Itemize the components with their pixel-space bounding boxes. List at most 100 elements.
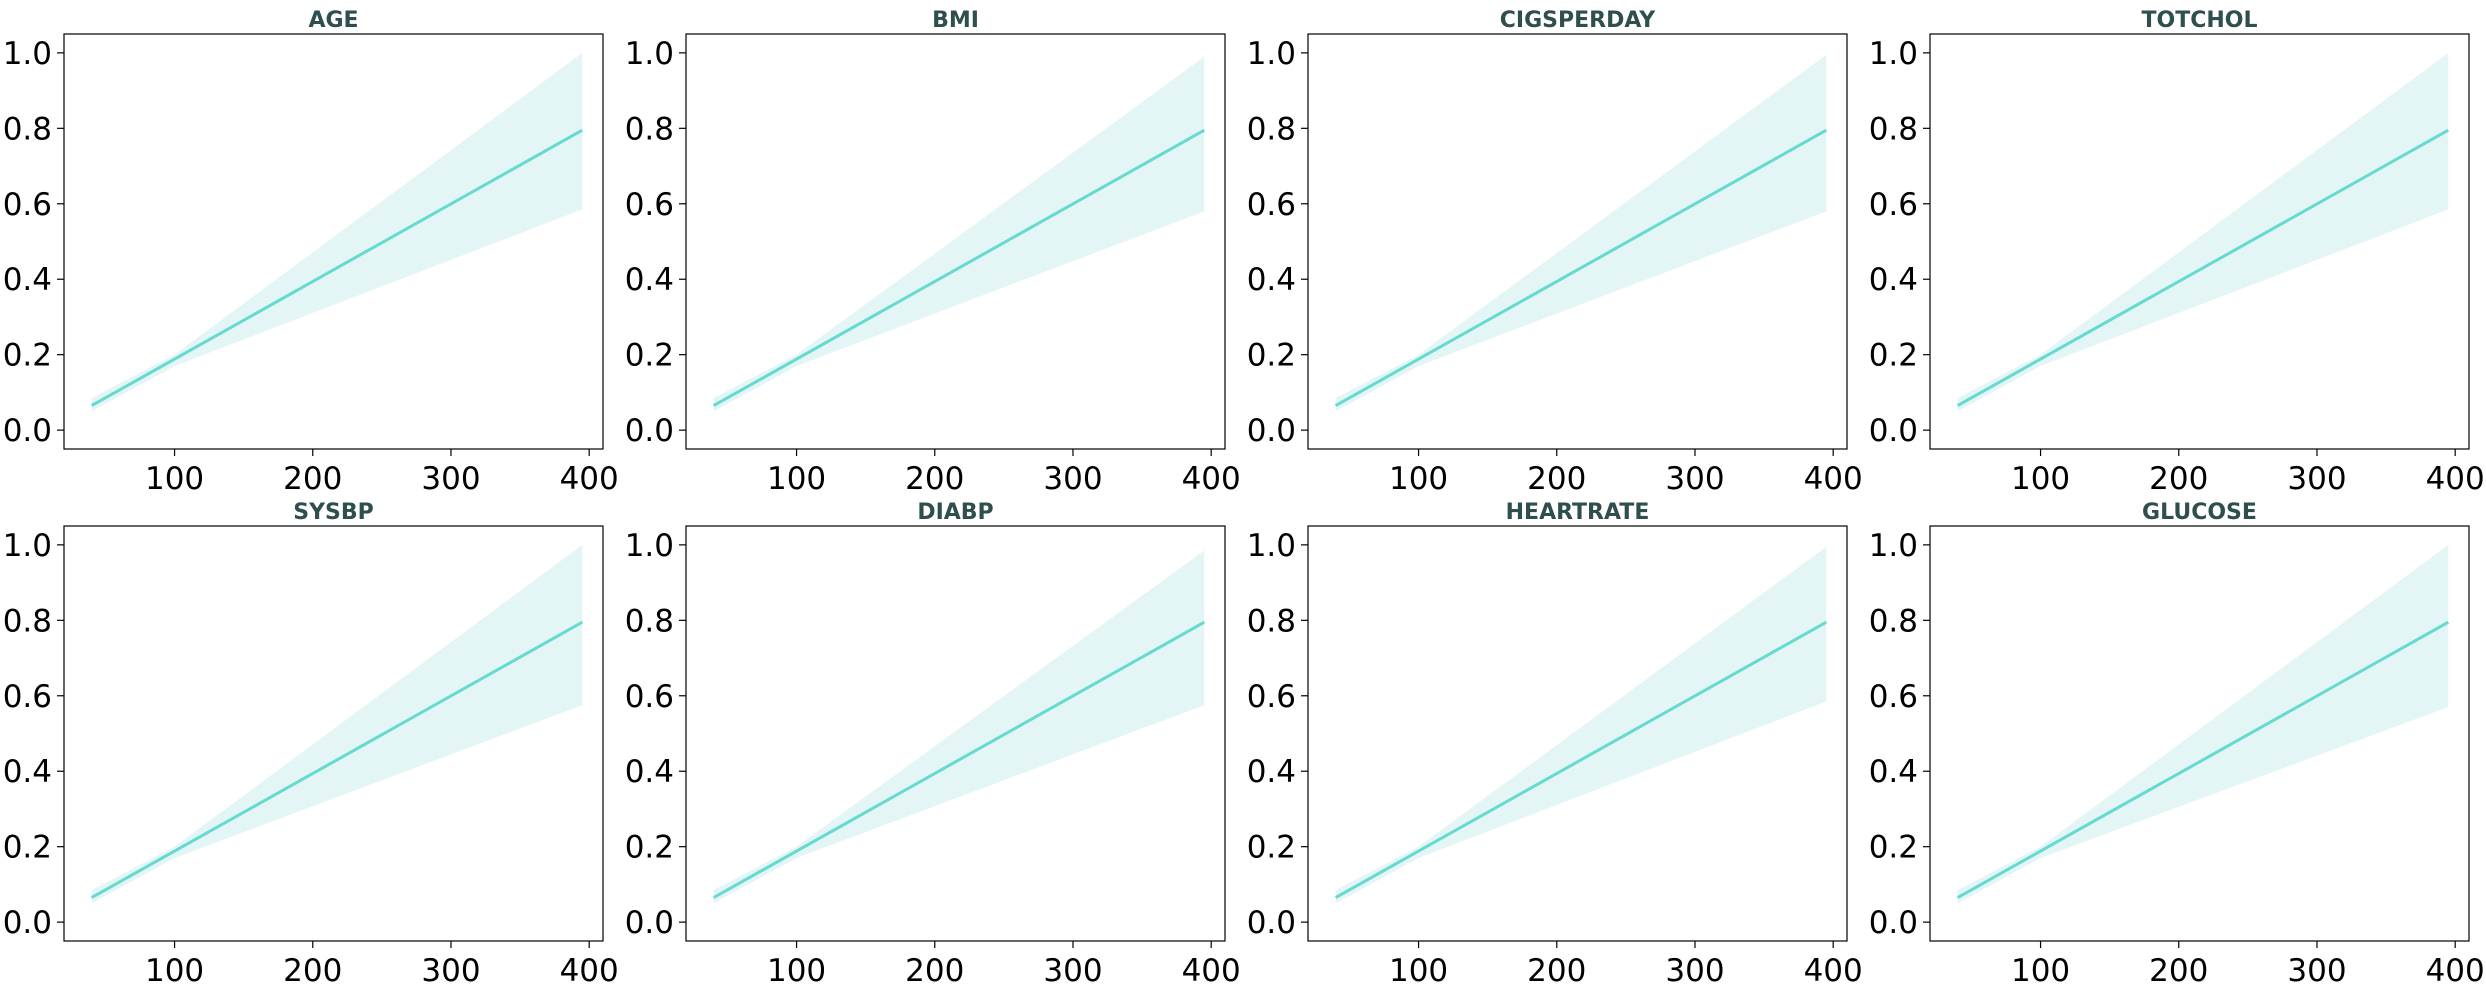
y-tick-label: 0.0: [1247, 413, 1296, 449]
confidence-band: [91, 544, 583, 904]
y-tick-label: 0.6: [3, 679, 52, 715]
panel-title: HEARTRATE: [1506, 500, 1650, 525]
y-tick-label: 0.4: [1869, 262, 1918, 298]
x-tick-label: 100: [1389, 953, 1448, 989]
panel-title: GLUCOSE: [2142, 500, 2257, 525]
x-tick-label: 300: [2287, 461, 2346, 497]
y-tick-label: 0.2: [3, 830, 52, 866]
y-tick-label: 0.2: [1869, 830, 1918, 866]
y-tick-label: 0.6: [1247, 679, 1296, 715]
y-tick-label: 0.4: [1869, 754, 1918, 790]
confidence-band: [1957, 52, 2449, 412]
axes-frame: [685, 525, 1226, 942]
series-line: [712, 128, 1206, 407]
confidence-band: [1335, 54, 1827, 412]
x-tick-label: 400: [560, 461, 619, 497]
x-tick-label: 300: [421, 953, 480, 989]
axes-frame: [1929, 33, 2470, 450]
x-tick-label: 100: [145, 953, 204, 989]
axes-frame: [1307, 525, 1848, 942]
y-tick-label: 0.8: [1869, 603, 1918, 639]
x-tick-label: 400: [1182, 461, 1241, 497]
y-tick-label: 0.0: [625, 905, 674, 941]
x-tick-label: 100: [767, 461, 826, 497]
panel-title: DIABP: [917, 500, 993, 525]
series-line: [90, 620, 584, 899]
x-tick-label: 300: [1043, 953, 1102, 989]
y-tick-label: 0.4: [625, 262, 674, 298]
axes-frame: [1307, 33, 1848, 450]
y-tick-label: 1.0: [3, 36, 52, 72]
y-tick-label: 0.6: [625, 679, 674, 715]
y-tick-label: 0.8: [625, 603, 674, 639]
confidence-band: [1957, 544, 2449, 904]
series-line: [712, 620, 1206, 899]
x-tick-label: 200: [905, 461, 964, 497]
panel-title: SYSBP: [293, 500, 374, 525]
y-tick-label: 0.2: [1247, 830, 1296, 866]
x-tick-label: 100: [767, 953, 826, 989]
x-tick-label: 400: [2426, 953, 2485, 989]
y-tick-label: 0.2: [625, 830, 674, 866]
x-tick-label: 100: [1389, 461, 1448, 497]
x-tick-label: 200: [2149, 953, 2208, 989]
series-line: [1334, 128, 1828, 407]
y-tick-label: 1.0: [1247, 36, 1296, 72]
panel-bmi: 100 200 300 400 0.0 0.2 0.4 0.6 0.8 1.0 BMI: [625, 8, 1241, 497]
x-tick-label: 200: [1527, 953, 1586, 989]
y-tick-label: 0.6: [3, 187, 52, 223]
y-tick-label: 0.0: [625, 413, 674, 449]
panel-age: 100 200 300 400 0.0 0.2 0.4 0.6 0.8 1.0 AGE: [3, 8, 619, 497]
y-tick-label: 0.8: [1247, 603, 1296, 639]
x-tick-label: 300: [1665, 461, 1724, 497]
y-tick-label: 0.4: [625, 754, 674, 790]
x-tick-label: 400: [1804, 953, 1863, 989]
y-tick-label: 0.0: [1247, 905, 1296, 941]
panel-heartrate: 100 200 300 400 0.0 0.2 0.4 0.6 0.8 1.0 HEARTRATE: [1247, 500, 1863, 989]
y-tick-label: 0.0: [3, 905, 52, 941]
y-tick-label: 0.0: [1869, 413, 1918, 449]
panel-title: CIGSPERDAY: [1500, 8, 1657, 33]
x-tick-label: 100: [2011, 953, 2070, 989]
panel-glucose: 100 200 300 400 0.0 0.2 0.4 0.6 0.8 1.0 GLUCOSE: [1869, 500, 2485, 989]
series-line: [1956, 620, 2450, 899]
panel-title: TOTCHOL: [2142, 8, 2258, 33]
x-tick-label: 200: [283, 461, 342, 497]
x-tick-label: 200: [1527, 461, 1586, 497]
y-tick-label: 0.2: [3, 338, 52, 374]
y-tick-label: 0.4: [1247, 262, 1296, 298]
x-tick-label: 100: [145, 461, 204, 497]
y-tick-label: 0.6: [1247, 187, 1296, 223]
y-tick-label: 0.2: [625, 338, 674, 374]
y-tick-label: 1.0: [1869, 36, 1918, 72]
y-tick-label: 0.8: [1247, 111, 1296, 147]
confidence-band: [713, 550, 1205, 904]
x-tick-label: 200: [283, 953, 342, 989]
x-tick-label: 400: [1804, 461, 1863, 497]
y-tick-label: 1.0: [3, 528, 52, 564]
confidence-band: [713, 56, 1205, 412]
y-tick-label: 1.0: [1869, 528, 1918, 564]
panel-title: BMI: [932, 8, 979, 33]
x-tick-label: 200: [905, 953, 964, 989]
panel-diabp: 100 200 300 400 0.0 0.2 0.4 0.6 0.8 1.0 DIABP: [625, 500, 1241, 989]
confidence-band: [1335, 546, 1827, 904]
y-tick-label: 0.0: [1869, 905, 1918, 941]
x-tick-label: 300: [421, 461, 480, 497]
y-tick-label: 0.4: [3, 262, 52, 298]
x-tick-label: 400: [560, 953, 619, 989]
series-line: [90, 128, 584, 407]
panel-cigsperday: 100 200 300 400 0.0 0.2 0.4 0.6 0.8 1.0 CIGSPERDAY: [1247, 8, 1863, 497]
series-line: [1334, 620, 1828, 899]
y-tick-label: 0.8: [625, 111, 674, 147]
x-tick-label: 300: [2287, 953, 2346, 989]
y-tick-label: 0.8: [3, 603, 52, 639]
y-tick-label: 0.8: [3, 111, 52, 147]
y-tick-label: 1.0: [625, 36, 674, 72]
y-tick-label: 0.6: [1869, 187, 1918, 223]
axes-frame: [63, 525, 604, 942]
x-tick-label: 400: [1182, 953, 1241, 989]
x-tick-label: 100: [2011, 461, 2070, 497]
axes-frame: [685, 33, 1226, 450]
